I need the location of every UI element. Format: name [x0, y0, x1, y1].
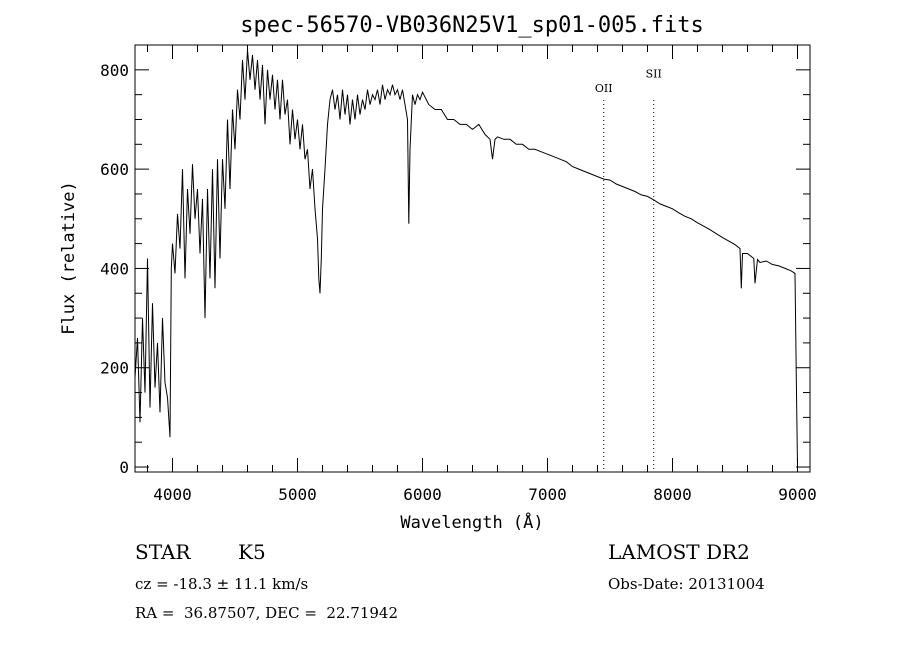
- sky-coordinates: RA = 36.87507, DEC = 22.71942: [135, 604, 399, 622]
- line-markers: [603, 100, 655, 472]
- y-tick-label: 200: [100, 359, 129, 378]
- line-annotation: OII: [595, 82, 613, 95]
- y-tick-label: 600: [100, 160, 129, 179]
- y-axis-label: Flux (relative): [59, 181, 79, 335]
- line-annotations: OII SII: [595, 67, 662, 95]
- x-axis-label: Wavelength (Å): [400, 511, 543, 533]
- observation-date: Obs-Date: 20131004: [608, 575, 765, 593]
- redshift-info: cz = -18.3 ± 11.1 km/s: [135, 575, 309, 593]
- survey-name: LAMOST DR2: [608, 540, 750, 564]
- x-tick-labels: 4000 5000 6000 7000 8000 9000: [153, 485, 817, 504]
- x-tick-label: 6000: [403, 485, 442, 504]
- x-tick-label: 8000: [653, 485, 692, 504]
- chart-title: spec-56570-VB036N25V1_sp01-005.fits: [240, 13, 704, 38]
- x-tick-label: 9000: [778, 485, 817, 504]
- x-tick-label: 5000: [278, 485, 317, 504]
- axis-ticks: [135, 44, 810, 472]
- y-tick-labels: 0 200 400 600 800: [100, 61, 129, 477]
- y-tick-label: 0: [119, 458, 129, 477]
- x-tick-label: 7000: [528, 485, 567, 504]
- y-tick-label: 800: [100, 61, 129, 80]
- object-subclass: K5: [238, 540, 266, 564]
- y-tick-label: 400: [100, 259, 129, 278]
- object-type: STAR: [135, 540, 191, 564]
- line-annotation: SII: [646, 67, 662, 80]
- spectrum-line: [134, 49, 798, 468]
- x-tick-label: 4000: [153, 485, 192, 504]
